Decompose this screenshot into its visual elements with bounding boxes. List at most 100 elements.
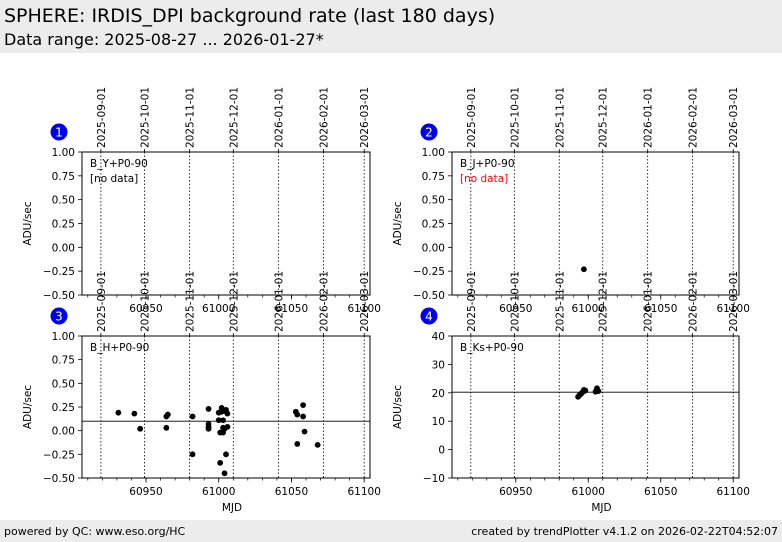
y-tick-label: 0.25 — [52, 219, 75, 231]
date-tick-label: 2025-09-01 — [96, 271, 108, 332]
x-tick-label: 61000 — [572, 486, 605, 498]
data-point — [189, 451, 196, 458]
x-tick-label: 61000 — [202, 486, 235, 498]
date-tick-label: 2026-02-01 — [688, 271, 700, 332]
data-point — [300, 413, 306, 420]
x-axis-label: MJD — [591, 502, 611, 514]
plot-panel-2: 2 2025-09-01 2025-10-01 2025-11-01 2025-12-0… — [392, 87, 750, 315]
y-tick-label: 40 — [432, 331, 445, 343]
y-axis-label: ADU/sec — [22, 201, 34, 245]
data-point — [224, 423, 231, 430]
data-point — [218, 408, 225, 415]
date-tick-label: 2025-10-01 — [509, 271, 521, 332]
x-tick-label: 61050 — [275, 303, 308, 315]
data-point — [294, 441, 301, 447]
x-tick-label: 61000 — [572, 303, 605, 315]
x-tick-label: 60950 — [129, 303, 162, 315]
date-tick-label: 2025-12-01 — [228, 87, 240, 148]
x-tick-label: 60950 — [129, 486, 162, 498]
x-tick-label: 60950 — [499, 303, 532, 315]
panel-number-marker — [50, 307, 68, 325]
no-data-note: [no data] — [90, 173, 138, 185]
y-tick-label: −0.25 — [43, 266, 75, 278]
date-tick-label: 2025-12-01 — [228, 271, 240, 332]
panel-number-marker — [50, 123, 68, 141]
report-header: SPHERE: IRDIS_DPI background rate (last … — [0, 0, 782, 53]
date-tick-label: 2025-09-01 — [466, 271, 478, 332]
x-tick-label: 61050 — [275, 486, 308, 498]
x-tick-label: 61000 — [202, 303, 235, 315]
x-tick-label: 61100 — [716, 486, 749, 498]
x-tick-label: 60950 — [499, 486, 532, 498]
y-axis-label: ADU/sec — [22, 385, 34, 429]
plot-panel-1: 1 2025-09-01 2025-10-01 2025-11-01 2025-12-0… — [22, 87, 381, 315]
date-tick-label: 2025-10-01 — [140, 271, 152, 332]
x-tick-label: 61100 — [347, 486, 380, 498]
date-tick-label: 2026-03-01 — [359, 271, 371, 332]
y-tick-label: −0.25 — [413, 266, 445, 278]
powered-by-link[interactable]: powered by QC: www.eso.org/HC — [4, 525, 186, 538]
data-point — [224, 410, 231, 417]
date-tick-label: 2025-11-01 — [185, 87, 197, 148]
y-tick-label: 30 — [432, 359, 445, 371]
y-tick-label: −0.50 — [43, 290, 75, 302]
data-point — [595, 388, 602, 394]
panel-number-label: 3 — [55, 310, 63, 324]
data-point — [205, 425, 212, 432]
date-tick-label: 2026-02-01 — [318, 87, 330, 148]
no-data-note: [no data] — [460, 173, 508, 185]
page-title: SPHERE: IRDIS_DPI background rate (last … — [4, 5, 496, 27]
x-tick-label: 61050 — [644, 303, 677, 315]
date-tick-label: 2025-12-01 — [598, 87, 610, 148]
data-point — [314, 441, 321, 448]
y-tick-label: 0.50 — [422, 195, 445, 207]
date-tick-label: 2025-11-01 — [185, 271, 197, 332]
x-axis-label: MJD — [222, 502, 242, 514]
date-tick-label: 2026-01-01 — [643, 271, 655, 332]
date-tick-label: 2026-03-01 — [728, 87, 740, 148]
date-tick-label: 2025-09-01 — [466, 87, 478, 148]
trend-plots: 1 2025-09-01 2025-10-01 2025-11-01 2025-12-0… — [22, 87, 750, 514]
series-label: B_Ks+P0-90 — [460, 342, 524, 354]
data-point — [300, 402, 306, 409]
y-tick-label: −0.50 — [43, 473, 75, 485]
date-tick-label: 2025-11-01 — [554, 271, 566, 332]
y-tick-label: 0.75 — [52, 171, 75, 183]
date-tick-label: 2025-12-01 — [598, 271, 610, 332]
panel-number-label: 4 — [425, 310, 433, 324]
x-tick-label: 61050 — [644, 486, 677, 498]
x-tick-label: 61100 — [716, 303, 749, 315]
data-point — [164, 411, 171, 418]
data-point — [137, 425, 144, 432]
panel-number-label: 1 — [55, 126, 63, 140]
date-tick-label: 2026-02-01 — [318, 271, 330, 332]
created-by-text: created by trendPlotter v4.1.2 on 2026-0… — [471, 525, 778, 538]
data-point — [205, 405, 212, 412]
date-tick-label: 2026-03-01 — [728, 271, 740, 332]
y-tick-label: 1.00 — [422, 147, 445, 159]
data-point — [294, 411, 301, 418]
date-tick-label: 2026-02-01 — [688, 87, 700, 148]
data-point — [115, 409, 122, 416]
date-tick-label: 2026-01-01 — [643, 87, 655, 148]
series-label: B_H+P0-90 — [90, 342, 149, 354]
data-point — [217, 459, 224, 466]
data-point — [582, 387, 589, 394]
y-tick-label: 0.25 — [52, 402, 75, 414]
y-tick-label: 0.75 — [422, 171, 445, 183]
data-point — [189, 413, 196, 420]
y-tick-label: 0.50 — [52, 195, 75, 207]
date-tick-label: 2026-03-01 — [359, 87, 371, 148]
series-label: B_Y+P0-90 — [90, 158, 148, 170]
data-point — [223, 451, 229, 458]
y-tick-label: 0.00 — [52, 426, 75, 438]
y-tick-label: 0.00 — [422, 242, 445, 254]
data-point — [131, 410, 138, 417]
date-tick-label: 2025-11-01 — [554, 87, 566, 148]
date-tick-label: 2025-10-01 — [509, 87, 521, 148]
date-tick-label: 2025-09-01 — [96, 87, 108, 148]
y-tick-label: 10 — [432, 416, 445, 428]
panel-number-label: 2 — [425, 126, 433, 140]
plot-panel-4: 4 2025-09-01 2025-10-01 2025-11-01 2025-12-0… — [392, 271, 750, 514]
report-footer: powered by QC: www.eso.org/HC created by… — [0, 520, 782, 542]
